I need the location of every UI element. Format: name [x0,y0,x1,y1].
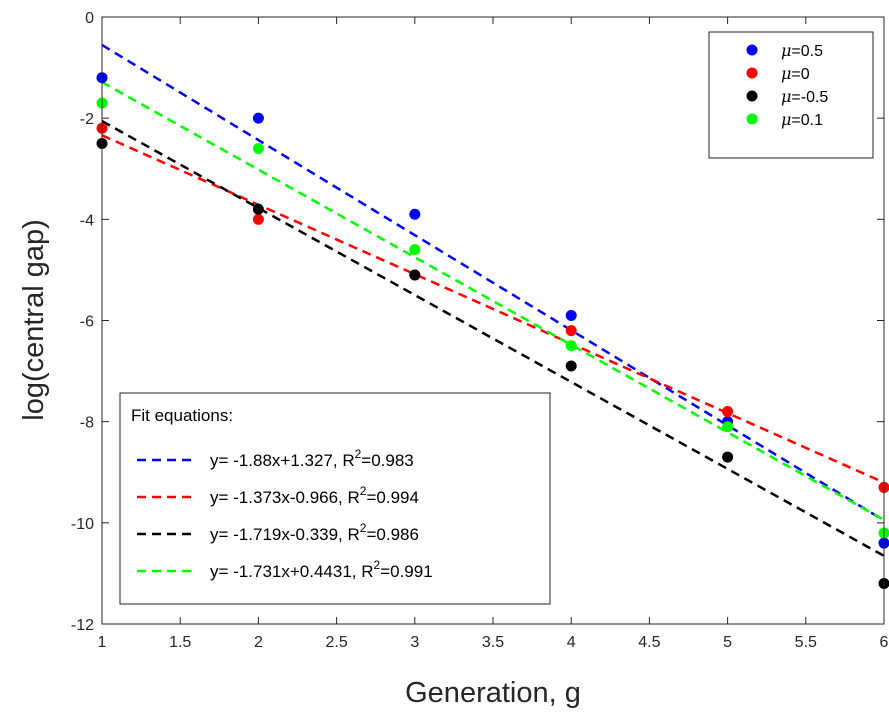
legend-marker [746,44,758,56]
legend-label: μ=0 [781,64,810,83]
data-point [722,406,734,418]
legend-label: μ=-0.5 [781,87,828,106]
fit-lines [101,43,885,557]
fit-legend-box [119,392,551,605]
x-tick-label: 3 [410,634,419,651]
fit-legend-label: y= -1.373x-0.966, R2=0.994 [210,484,419,507]
data-point [252,143,264,155]
fit-line [101,43,885,522]
x-tick-label: 5.5 [795,634,817,651]
x-tick-label: 6 [880,634,889,651]
legend-label: μ=0.5 [781,41,823,60]
x-tick-label: 4 [567,634,576,651]
y-tick-label: -10 [71,516,94,533]
x-axis-label: Generation, g [405,677,581,709]
legend-marker [746,113,758,125]
fit-legend-title: Fit equations: [131,406,233,425]
fit-legend-label: y= -1.719x-0.339, R2=0.986 [210,521,419,544]
x-tick-label: 3.5 [482,634,504,651]
y-tick-label: -12 [71,617,94,634]
fit-line [101,134,885,484]
x-tick-label: 1.5 [169,634,191,651]
data-point [409,244,421,256]
x-tick-label: 4.5 [638,634,660,651]
fit-legend-label: y= -1.731x+0.4431, R2=0.991 [210,558,433,581]
y-tick-label: -6 [80,314,94,331]
data-points [96,72,889,590]
fit-legend-label: y= -1.88x+1.327, R2=0.983 [210,447,414,470]
y-tick-label: 0 [85,10,94,27]
legend-marker [746,67,758,79]
x-tick-label: 2.5 [325,634,347,651]
series-legend: μ=0.5 μ=0 μ=-0.5 μ=0.1 [708,31,874,159]
legend-label: μ=0.1 [781,110,823,129]
data-point [409,269,421,281]
data-point [722,451,734,463]
x-tick-label: 2 [254,634,263,651]
y-tick-label: -4 [80,212,94,229]
x-tick-label: 5 [723,634,732,651]
x-tick-label: 1 [98,634,107,651]
y-axis-label: log(central gap) [18,219,50,421]
y-tick-label: -2 [80,111,94,128]
data-point [252,213,264,225]
data-point [565,309,577,321]
data-point [252,112,264,124]
x-axis-ticks: 1 1.5 2 2.5 3 3.5 4 4.5 5 5.5 6 [98,17,889,651]
fit-equations-legend: Fit equations: y= -1.88x+1.327, R2=0.983… [119,392,551,605]
data-point [565,325,577,337]
y-tick-label: -8 [80,415,94,432]
series-legend-box [708,31,874,159]
data-point [565,360,577,372]
legend-marker [746,90,758,102]
data-point [722,421,734,433]
data-point [565,340,577,352]
data-point [409,208,421,220]
data-point [252,203,264,215]
y-axis-ticks: 0 -2 -4 -6 -8 -10 -12 [71,10,884,634]
